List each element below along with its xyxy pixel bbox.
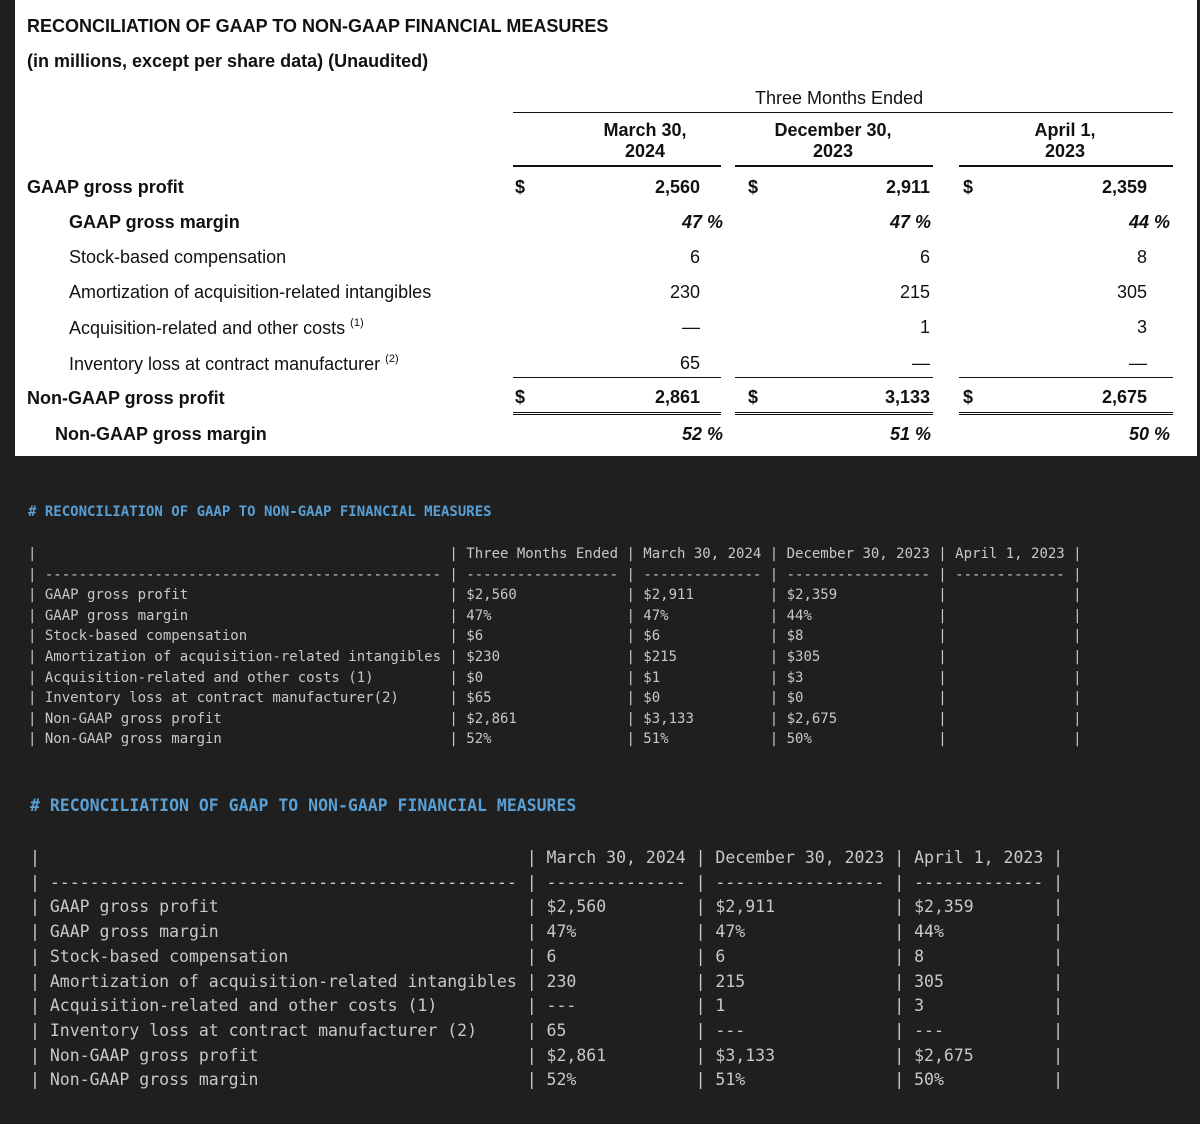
currency-symbol: $: [748, 387, 759, 407]
column-header-mar-2024: March 30, 2024: [555, 120, 735, 162]
cell-value: 2,911: [885, 177, 930, 197]
markdown-table: | | March 30, 2024 | December 30, 2023 |…: [30, 848, 1064, 1090]
cell-value: 47 %: [681, 212, 723, 232]
period-header: Three Months Ended: [755, 88, 924, 108]
total-rule: [513, 412, 721, 418]
currency-symbol: $: [963, 387, 974, 407]
row-label: Acquisition-related and other costs: [69, 318, 346, 338]
cell-value: —: [912, 353, 930, 373]
cell-value: 44 %: [1128, 212, 1170, 232]
column-header-line: March 30,: [603, 120, 687, 140]
financial-table-image: RECONCILIATION OF GAAP TO NON-GAAP FINAN…: [15, 0, 1197, 456]
column-header-line: 2023: [1044, 141, 1086, 161]
column-header-dec-2023: December 30, 2023: [753, 120, 913, 162]
row-label: Inventory loss at contract manufacturer: [69, 354, 381, 374]
column-rule: [513, 165, 721, 167]
row-label-with-note: Acquisition-related and other costs (1): [69, 317, 364, 339]
total-rule: [735, 412, 933, 418]
cell-value: 2,560: [654, 177, 700, 197]
currency-symbol: $: [963, 177, 974, 197]
column-rule: [959, 165, 1173, 167]
total-rule: [959, 412, 1173, 418]
cell-value: 2,675: [1101, 387, 1147, 407]
column-header-apr-2023: April 1, 2023: [1005, 120, 1125, 162]
column-rule: [735, 165, 933, 167]
column-header-line: 2023: [812, 141, 854, 161]
row-label: Amortization of acquisition-related inta…: [69, 282, 432, 302]
row-label: GAAP gross margin: [69, 212, 240, 232]
subtotal-rule: [735, 377, 933, 378]
markdown-table: | | Three Months Ended | March 30, 2024 …: [28, 546, 1082, 748]
column-header-line: 2024: [624, 141, 666, 161]
cell-value: —: [1129, 353, 1147, 373]
cell-value: 52 %: [681, 424, 723, 444]
subtotal-rule: [513, 377, 721, 378]
cell-value: 51 %: [889, 424, 931, 444]
period-rule: [513, 112, 1173, 113]
column-header-line: December 30,: [774, 120, 892, 140]
cell-value: 50 %: [1128, 424, 1170, 444]
cell-value: 47 %: [889, 212, 931, 232]
row-label: GAAP gross profit: [27, 177, 184, 197]
currency-symbol: $: [748, 177, 759, 197]
table-subtitle: (in millions, except per share data) (Un…: [27, 51, 429, 71]
cell-value: 1: [919, 317, 930, 337]
subtotal-rule: [959, 377, 1173, 378]
row-label: Non-GAAP gross profit: [27, 388, 225, 408]
cell-value: 65: [679, 353, 700, 373]
cell-value: 6: [919, 247, 930, 267]
cell-value: —: [682, 317, 700, 337]
cell-value: 2,359: [1101, 177, 1147, 197]
markdown-heading: # RECONCILIATION OF GAAP TO NON-GAAP FIN…: [30, 796, 577, 815]
cell-value: 3,133: [884, 387, 930, 407]
footnote-marker: (2): [385, 353, 399, 365]
cell-value: 305: [1116, 282, 1147, 302]
cell-value: 2,861: [654, 387, 700, 407]
cell-value: 8: [1136, 247, 1147, 267]
cell-value: 3: [1136, 317, 1147, 337]
row-label-with-note: Inventory loss at contract manufacturer …: [69, 353, 399, 375]
row-label: Non-GAAP gross margin: [55, 424, 267, 444]
cell-value: 230: [669, 282, 700, 302]
cell-value: 6: [689, 247, 700, 267]
table-title: RECONCILIATION OF GAAP TO NON-GAAP FINAN…: [27, 16, 609, 36]
markdown-heading: # RECONCILIATION OF GAAP TO NON-GAAP FIN…: [28, 504, 492, 520]
column-header-line: April 1,: [1034, 120, 1096, 140]
currency-symbol: $: [515, 177, 526, 197]
row-label: Stock-based compensation: [69, 247, 287, 267]
cell-value: 215: [899, 282, 930, 302]
currency-symbol: $: [515, 387, 526, 407]
footnote-marker: (1): [350, 317, 364, 329]
